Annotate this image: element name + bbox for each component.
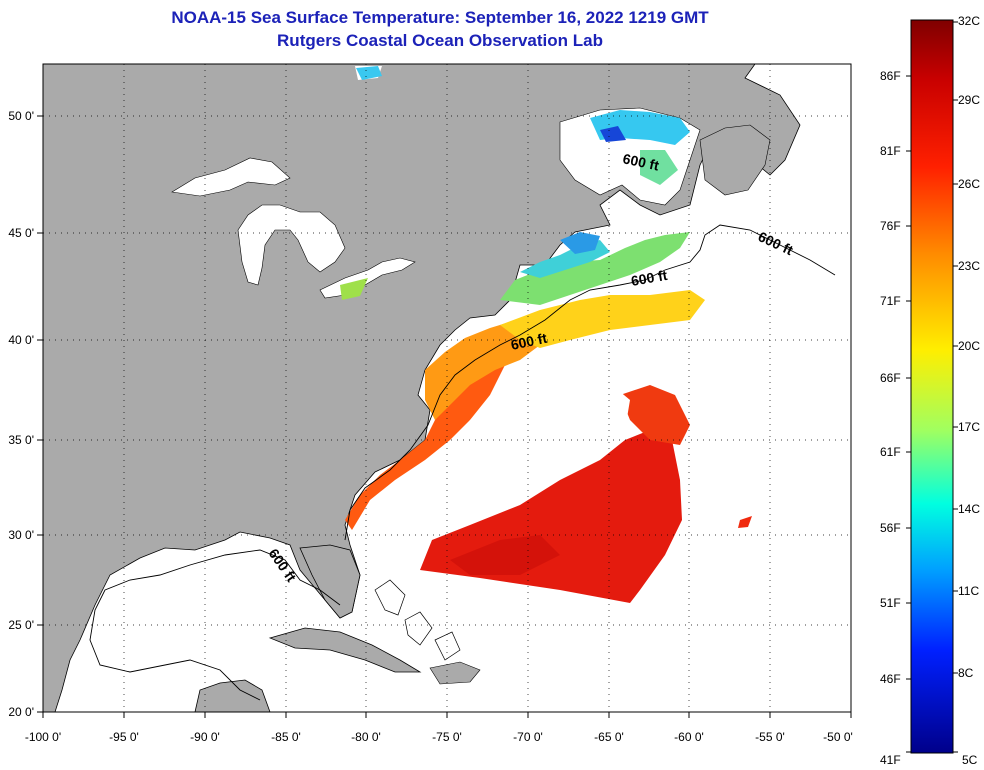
lake-superior <box>171 157 291 197</box>
shelf-600ft-contour <box>344 224 836 541</box>
colorbar-celsius-label: 17C <box>958 420 980 434</box>
lake-erie-sst <box>340 278 368 300</box>
map-subtitle: Rutgers Coastal Ocean Observation Lab <box>277 31 603 50</box>
lon-label: -70 0' <box>513 730 543 744</box>
newfoundland <box>699 124 771 196</box>
bahamas <box>374 579 461 661</box>
land-hispaniola <box>429 661 481 685</box>
land-cuba <box>268 627 422 673</box>
land-yucatan <box>194 679 271 712</box>
lat-label: 25 0' <box>8 618 34 632</box>
sst-east-red <box>620 385 690 445</box>
lat-label: 35 0' <box>8 433 34 447</box>
colorbar-celsius-label: 32C <box>958 14 980 28</box>
gulf-600ft-contour <box>89 549 341 701</box>
lat-label: 40 0' <box>8 333 34 347</box>
colorbar-fahrenheit-label: 56F <box>880 521 901 535</box>
lat-label: 50 0' <box>8 109 34 123</box>
colorbar-fahrenheit-label: 61F <box>880 445 901 459</box>
sst-st-lawrence-blue <box>600 126 626 142</box>
sst-scattered-clouds <box>455 375 630 480</box>
colorbar-celsius-label: 8C <box>958 666 974 680</box>
colorbar-celsius-label: 14C <box>958 502 980 516</box>
land-florida <box>299 544 361 619</box>
lat-label: 20 0' <box>8 705 34 719</box>
colorbar-celsius-label: 23C <box>958 259 980 273</box>
sst-sargasso-red2 <box>450 535 560 575</box>
colorbar <box>910 19 954 754</box>
sst-gulf-maine-green <box>500 232 690 305</box>
sst-slope-yellow <box>500 290 705 348</box>
lon-label: -100 0' <box>25 730 61 744</box>
graticule <box>43 64 851 712</box>
colorbar-fahrenheit-label: 81F <box>880 144 901 158</box>
colorbar-fahrenheit-label: 51F <box>880 596 901 610</box>
colorbar-ticks <box>906 21 958 753</box>
lat-label: 45 0' <box>8 226 34 240</box>
colorbar-celsius-label: 11C <box>958 584 979 598</box>
colorbar-celsius-label: 29C <box>958 93 980 107</box>
lon-label: -65 0' <box>594 730 624 744</box>
lat-label: 30 0' <box>8 528 34 542</box>
lon-label: -95 0' <box>109 730 139 744</box>
lon-label: -75 0' <box>432 730 462 744</box>
contour-label: 600 ft <box>509 330 548 353</box>
sst-hudson-cyan <box>356 66 382 80</box>
map-title: NOAA-15 Sea Surface Temperature: Septemb… <box>171 8 709 27</box>
colorbar-fahrenheit-label: 66F <box>880 371 901 385</box>
sst-isolated-red <box>738 516 752 528</box>
sst-gulfstream <box>345 360 505 530</box>
lon-label: -90 0' <box>190 730 220 744</box>
colorbar-fahrenheit-label: 46F <box>880 672 901 686</box>
lon-label: -60 0' <box>674 730 704 744</box>
colorbar-fahrenheit-label: 71F <box>880 294 901 308</box>
sst-st-lawrence-green <box>640 150 678 185</box>
colorbar-fahrenheit-label: 86F <box>880 69 901 83</box>
axis-ticks <box>37 115 852 718</box>
colorbar-celsius-label: 5C <box>962 753 978 767</box>
lon-label: -80 0' <box>351 730 381 744</box>
sst-midatlantic-orange <box>425 322 540 420</box>
colorbar-fahrenheit-label: 41F <box>880 753 901 767</box>
colorbar-celsius-label: 20C <box>958 339 980 353</box>
lon-label: -55 0' <box>755 730 785 744</box>
lon-label: -50 0' <box>823 730 853 744</box>
colorbar-celsius-label: 26C <box>958 177 980 191</box>
lon-label: -85 0' <box>271 730 301 744</box>
contour-label: 600 ft <box>621 150 660 173</box>
sst-bay-of-fundy-blue <box>560 232 600 254</box>
lake-michigan-huron <box>237 204 346 286</box>
contour-label: 600 ft <box>630 267 669 289</box>
colorbar-fahrenheit-label: 76F <box>880 219 901 233</box>
